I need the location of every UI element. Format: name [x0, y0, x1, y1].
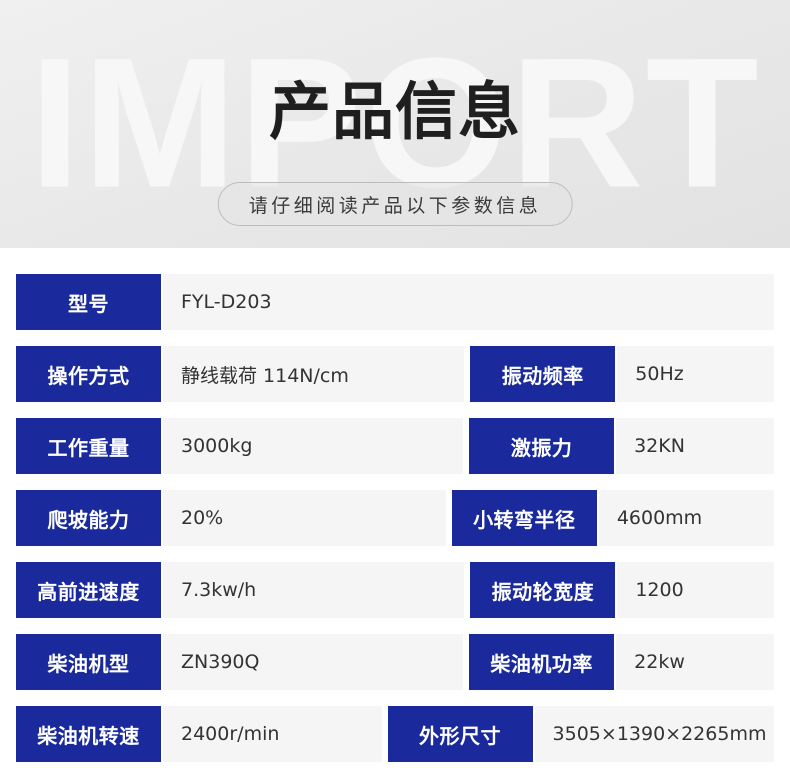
spec-label-cell: 高前进速度	[16, 562, 161, 618]
table-row: 柴油机型 ZN390Q 柴油机功率 22kw	[16, 634, 775, 690]
spec-value-cell: 32KN	[616, 418, 775, 474]
column-gap	[463, 418, 470, 474]
spec-value-cell: 7.3kw/h	[163, 562, 465, 618]
spec-label-cell: 激振力	[469, 418, 615, 474]
spec-label-cell: 外形尺寸	[387, 706, 533, 762]
table-row: 操作方式 静线载荷 114N/cm 振动频率 50Hz	[16, 346, 774, 402]
column-gap	[464, 346, 471, 402]
page-title: 产品信息	[268, 75, 521, 148]
product-spec-table: 型号 FYL-D203 操作方式 静线载荷 114N/cm 振动频率 50Hz …	[0, 248, 790, 779]
column-gap	[445, 490, 452, 546]
spec-label-cell: 振动轮宽度	[470, 562, 616, 618]
table-row: 爬坡能力 20% 小转弯半径 4600mm	[16, 490, 774, 546]
spec-label-cell: 爬坡能力	[16, 490, 161, 546]
spec-value-cell: ZN390Q	[163, 634, 464, 690]
table-row: 型号 FYL-D203	[16, 274, 774, 330]
table-row: 工作重量 3000kg 激振力 32KN	[16, 418, 775, 474]
spec-value-cell: 4600mm	[598, 490, 774, 546]
header-banner: IMPORT 产品信息 请仔细阅读产品以下参数信息	[0, 0, 790, 248]
column-gap	[464, 562, 471, 618]
subtitle-text: 请仔细阅读产品以下参数信息	[248, 194, 542, 217]
spec-value-cell: 3505×1390×2265mm	[534, 706, 775, 762]
spec-label-cell: 柴油机转速	[16, 706, 161, 762]
spec-value-cell: 20%	[163, 490, 446, 546]
table-row: 高前进速度 7.3kw/h 振动轮宽度 1200	[16, 562, 775, 618]
spec-value-cell: 50Hz	[617, 346, 774, 402]
spec-value-cell: 1200	[617, 562, 775, 618]
spec-value-cell: 静线载荷 114N/cm	[163, 346, 465, 402]
spec-value-cell: 22kw	[616, 634, 775, 690]
spec-label-cell: 柴油机型	[16, 634, 161, 690]
column-gap	[381, 706, 388, 762]
spec-value-cell: 2400r/min	[163, 706, 382, 762]
subtitle-pill: 请仔细阅读产品以下参数信息	[217, 182, 573, 226]
table-row: 柴油机转速 2400r/min 外形尺寸 3505×1390×2265mm	[16, 706, 775, 762]
spec-value-cell: 3000kg	[163, 418, 464, 474]
spec-label-cell: 工作重量	[16, 418, 161, 474]
spec-label-cell: 型号	[16, 274, 161, 330]
spec-label-cell: 小转弯半径	[451, 490, 597, 546]
spec-label-cell: 操作方式	[16, 346, 161, 402]
spec-label-cell: 柴油机功率	[469, 634, 615, 690]
column-gap	[463, 634, 470, 690]
spec-value-cell: FYL-D203	[163, 274, 774, 330]
spec-label-cell: 振动频率	[470, 346, 616, 402]
